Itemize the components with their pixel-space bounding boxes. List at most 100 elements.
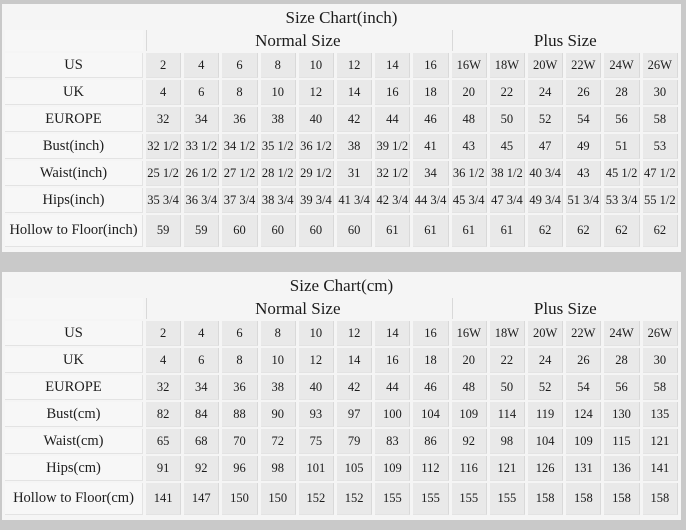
size-value: 59 (146, 215, 182, 247)
size-value: 130 (604, 402, 640, 427)
size-value: 155 (413, 483, 449, 515)
size-value: 14 (337, 80, 373, 105)
size-value: 49 (566, 134, 602, 159)
size-chart-cm-panel: Size Chart(cm) Normal Size Plus Size US 2 4 6… (2, 272, 681, 520)
size-value: 32 (146, 375, 182, 400)
size-value: 82 (146, 402, 182, 427)
row-label: EUROPE (5, 107, 143, 132)
size-value: 20 (451, 80, 487, 105)
table-row: EUROPE 32 34 36 38 40 42 44 46 48 50 52 54 56 58 (5, 107, 678, 132)
size-value: 158 (528, 483, 564, 515)
size-value: 10 (260, 348, 296, 373)
size-value: 52 (528, 375, 564, 400)
size-value: 22 (489, 80, 526, 105)
size-value: 14 (375, 321, 411, 346)
size-value: 22W (566, 321, 602, 346)
size-value: 28 (604, 80, 640, 105)
size-value: 6 (222, 321, 258, 346)
size-value: 55 1/2 (642, 188, 678, 213)
size-value: 12 (337, 321, 373, 346)
size-value: 141 (642, 456, 678, 481)
size-value: 100 (375, 402, 411, 427)
size-value: 84 (184, 402, 220, 427)
size-value: 109 (566, 429, 602, 454)
size-value: 10 (298, 53, 335, 78)
size-value: 36 (222, 107, 258, 132)
size-value: 51 (604, 134, 640, 159)
size-value: 54 (566, 107, 602, 132)
size-value: 155 (451, 483, 487, 515)
size-value: 62 (566, 215, 602, 247)
size-value: 60 (260, 215, 296, 247)
row-label: Hollow to Floor(inch) (5, 215, 143, 247)
size-value: 36 1/2 (298, 134, 335, 159)
size-value: 6 (222, 53, 258, 78)
table-row: Hollow to Floor(cm) 141 147 150 150 152 152 155… (5, 483, 678, 515)
size-table-inch: Normal Size Plus Size US 2 4 6 8 10 12 14 16 16W 18W… (2, 28, 681, 249)
size-value: 44 3/4 (413, 188, 449, 213)
size-value: 152 (337, 483, 373, 515)
row-label: EUROPE (5, 375, 143, 400)
size-value: 58 (642, 107, 678, 132)
size-value: 46 (413, 375, 449, 400)
size-value: 60 (222, 215, 258, 247)
size-value: 33 1/2 (184, 134, 220, 159)
size-value: 61 (451, 215, 487, 247)
size-value: 93 (298, 402, 335, 427)
size-value: 40 (298, 107, 335, 132)
size-value: 124 (566, 402, 602, 427)
size-value: 60 (337, 215, 373, 247)
size-value: 8 (222, 80, 258, 105)
size-value: 18W (489, 53, 526, 78)
size-chart-inch-panel: Size Chart(inch) Normal Size Plus Size US 2… (2, 4, 681, 252)
size-value: 150 (260, 483, 296, 515)
size-value: 12 (298, 348, 335, 373)
size-value: 16W (451, 321, 487, 346)
size-value: 158 (604, 483, 640, 515)
row-label: UK (5, 348, 143, 373)
size-value: 8 (260, 321, 296, 346)
size-value: 158 (566, 483, 602, 515)
column-group-label: Normal Size (146, 298, 449, 319)
size-value: 158 (642, 483, 678, 515)
size-value: 47 1/2 (642, 161, 678, 186)
size-value: 34 (184, 375, 220, 400)
column-group-label: Normal Size (146, 30, 449, 51)
size-value: 62 (642, 215, 678, 247)
size-value: 45 1/2 (604, 161, 640, 186)
size-value: 109 (451, 402, 487, 427)
size-value: 22 (489, 348, 526, 373)
size-value: 135 (642, 402, 678, 427)
size-value: 150 (222, 483, 258, 515)
size-value: 98 (260, 456, 296, 481)
size-value: 32 1/2 (375, 161, 411, 186)
column-group-label: Plus Size (451, 298, 678, 319)
size-value: 141 (146, 483, 182, 515)
size-value: 39 1/2 (375, 134, 411, 159)
size-value: 22W (566, 53, 602, 78)
table-row: US 2 4 6 8 10 12 14 16 16W 18W 20W 22W 24W 26W (5, 321, 678, 346)
row-label: Hips(inch) (5, 188, 143, 213)
size-value: 28 (604, 348, 640, 373)
corner-cell (5, 298, 143, 319)
row-label: US (5, 53, 143, 78)
size-value: 26W (642, 53, 678, 78)
size-value: 101 (298, 456, 335, 481)
size-value: 8 (260, 53, 296, 78)
size-value: 61 (375, 215, 411, 247)
size-value: 58 (642, 375, 678, 400)
size-value: 34 (184, 107, 220, 132)
size-value: 72 (260, 429, 296, 454)
size-value: 119 (528, 402, 564, 427)
size-value: 121 (642, 429, 678, 454)
size-value: 98 (489, 429, 526, 454)
size-value: 38 3/4 (260, 188, 296, 213)
size-value: 38 (337, 134, 373, 159)
size-value: 36 (222, 375, 258, 400)
size-value: 16W (451, 53, 487, 78)
size-value: 32 1/2 (146, 134, 182, 159)
size-value: 90 (260, 402, 296, 427)
size-value: 121 (489, 456, 526, 481)
size-value: 41 3/4 (337, 188, 373, 213)
row-label: Bust(cm) (5, 402, 143, 427)
